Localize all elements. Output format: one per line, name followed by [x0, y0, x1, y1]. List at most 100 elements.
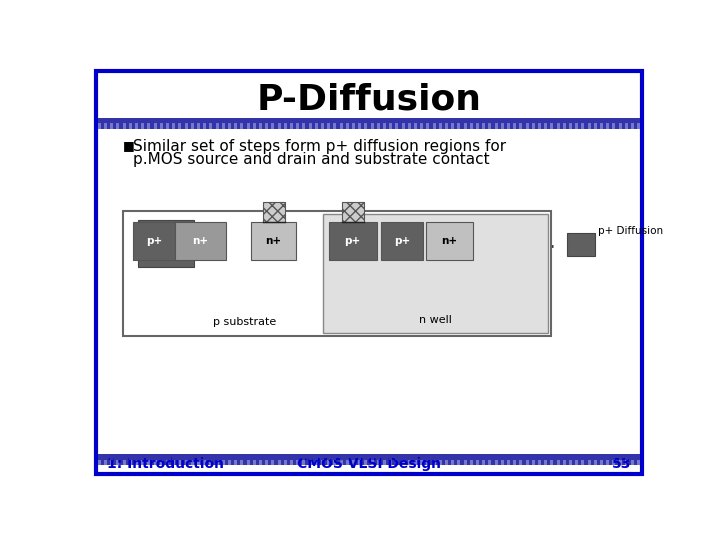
Bar [284, 455, 287, 460]
Bar [383, 118, 386, 129]
Bar [358, 118, 361, 123]
Bar [438, 118, 442, 123]
Bar [342, 202, 364, 222]
Bar [246, 118, 250, 129]
Bar [402, 455, 405, 465]
Bar [569, 118, 572, 123]
Bar [234, 118, 238, 129]
Bar [575, 118, 578, 123]
Bar [290, 118, 293, 123]
Bar [588, 455, 590, 465]
Bar [340, 118, 343, 129]
Bar [172, 455, 175, 460]
Bar [135, 118, 138, 123]
Bar [600, 118, 603, 123]
Bar [179, 118, 181, 129]
Bar [203, 455, 206, 465]
Bar [563, 118, 566, 129]
Bar [352, 455, 355, 465]
Bar [618, 455, 621, 460]
Bar [402, 118, 405, 129]
Bar [148, 118, 150, 123]
Bar [166, 455, 169, 465]
Bar [495, 118, 498, 129]
Bar [625, 455, 628, 460]
Bar [277, 118, 281, 123]
Bar [575, 455, 578, 460]
Bar [203, 455, 206, 460]
Bar [277, 118, 281, 129]
Bar [581, 455, 585, 465]
Bar [637, 118, 640, 123]
Bar [327, 455, 330, 465]
Bar [197, 455, 200, 465]
Bar [507, 118, 510, 129]
Bar [364, 455, 367, 465]
Bar [358, 455, 361, 465]
Bar [309, 455, 312, 460]
Bar [532, 455, 535, 460]
Bar [488, 455, 492, 460]
Bar [433, 118, 436, 129]
Bar [271, 455, 274, 465]
Bar [408, 455, 411, 465]
Bar [346, 118, 349, 123]
Bar [445, 118, 448, 123]
Bar [290, 455, 293, 465]
Bar [544, 118, 547, 123]
Bar [476, 118, 479, 129]
Bar [184, 118, 188, 123]
Bar [469, 455, 473, 465]
Bar [234, 118, 238, 123]
Bar [575, 455, 578, 465]
Bar [148, 455, 150, 465]
Bar [271, 455, 274, 460]
Bar [246, 118, 250, 123]
Bar [371, 118, 374, 129]
Bar [631, 118, 634, 129]
Bar [519, 455, 523, 460]
Bar [451, 118, 454, 123]
Bar [302, 118, 305, 123]
Bar [129, 118, 132, 129]
Bar [329, 219, 464, 269]
Bar [637, 455, 640, 460]
Bar [215, 118, 219, 123]
Bar [395, 455, 398, 460]
Bar [240, 118, 243, 129]
Bar [457, 118, 461, 129]
Bar [215, 455, 219, 465]
Bar [110, 118, 113, 123]
Bar [265, 455, 269, 460]
Bar [240, 118, 243, 123]
Bar [222, 118, 225, 123]
Bar [544, 455, 547, 465]
Bar [550, 455, 554, 465]
Bar [612, 455, 616, 460]
Bar [259, 455, 262, 460]
Bar [148, 455, 150, 460]
Bar [457, 455, 461, 460]
Bar [122, 118, 126, 123]
Bar [104, 455, 107, 460]
Text: p+: p+ [146, 236, 162, 246]
Bar [438, 455, 442, 465]
Bar [210, 118, 212, 129]
Text: 1: Introduction: 1: Introduction [107, 457, 224, 470]
Bar [581, 455, 585, 460]
Bar [271, 118, 274, 123]
Bar [122, 455, 126, 460]
Bar [457, 455, 461, 465]
Bar [222, 455, 225, 460]
Bar [122, 118, 126, 129]
Bar [557, 118, 559, 129]
Bar [495, 455, 498, 465]
Bar [340, 455, 343, 460]
Text: p+: p+ [394, 236, 410, 246]
Bar [166, 118, 169, 123]
Bar [315, 118, 318, 123]
Bar [377, 455, 380, 465]
Bar [315, 118, 318, 129]
Bar [210, 455, 212, 465]
Bar [340, 455, 343, 465]
